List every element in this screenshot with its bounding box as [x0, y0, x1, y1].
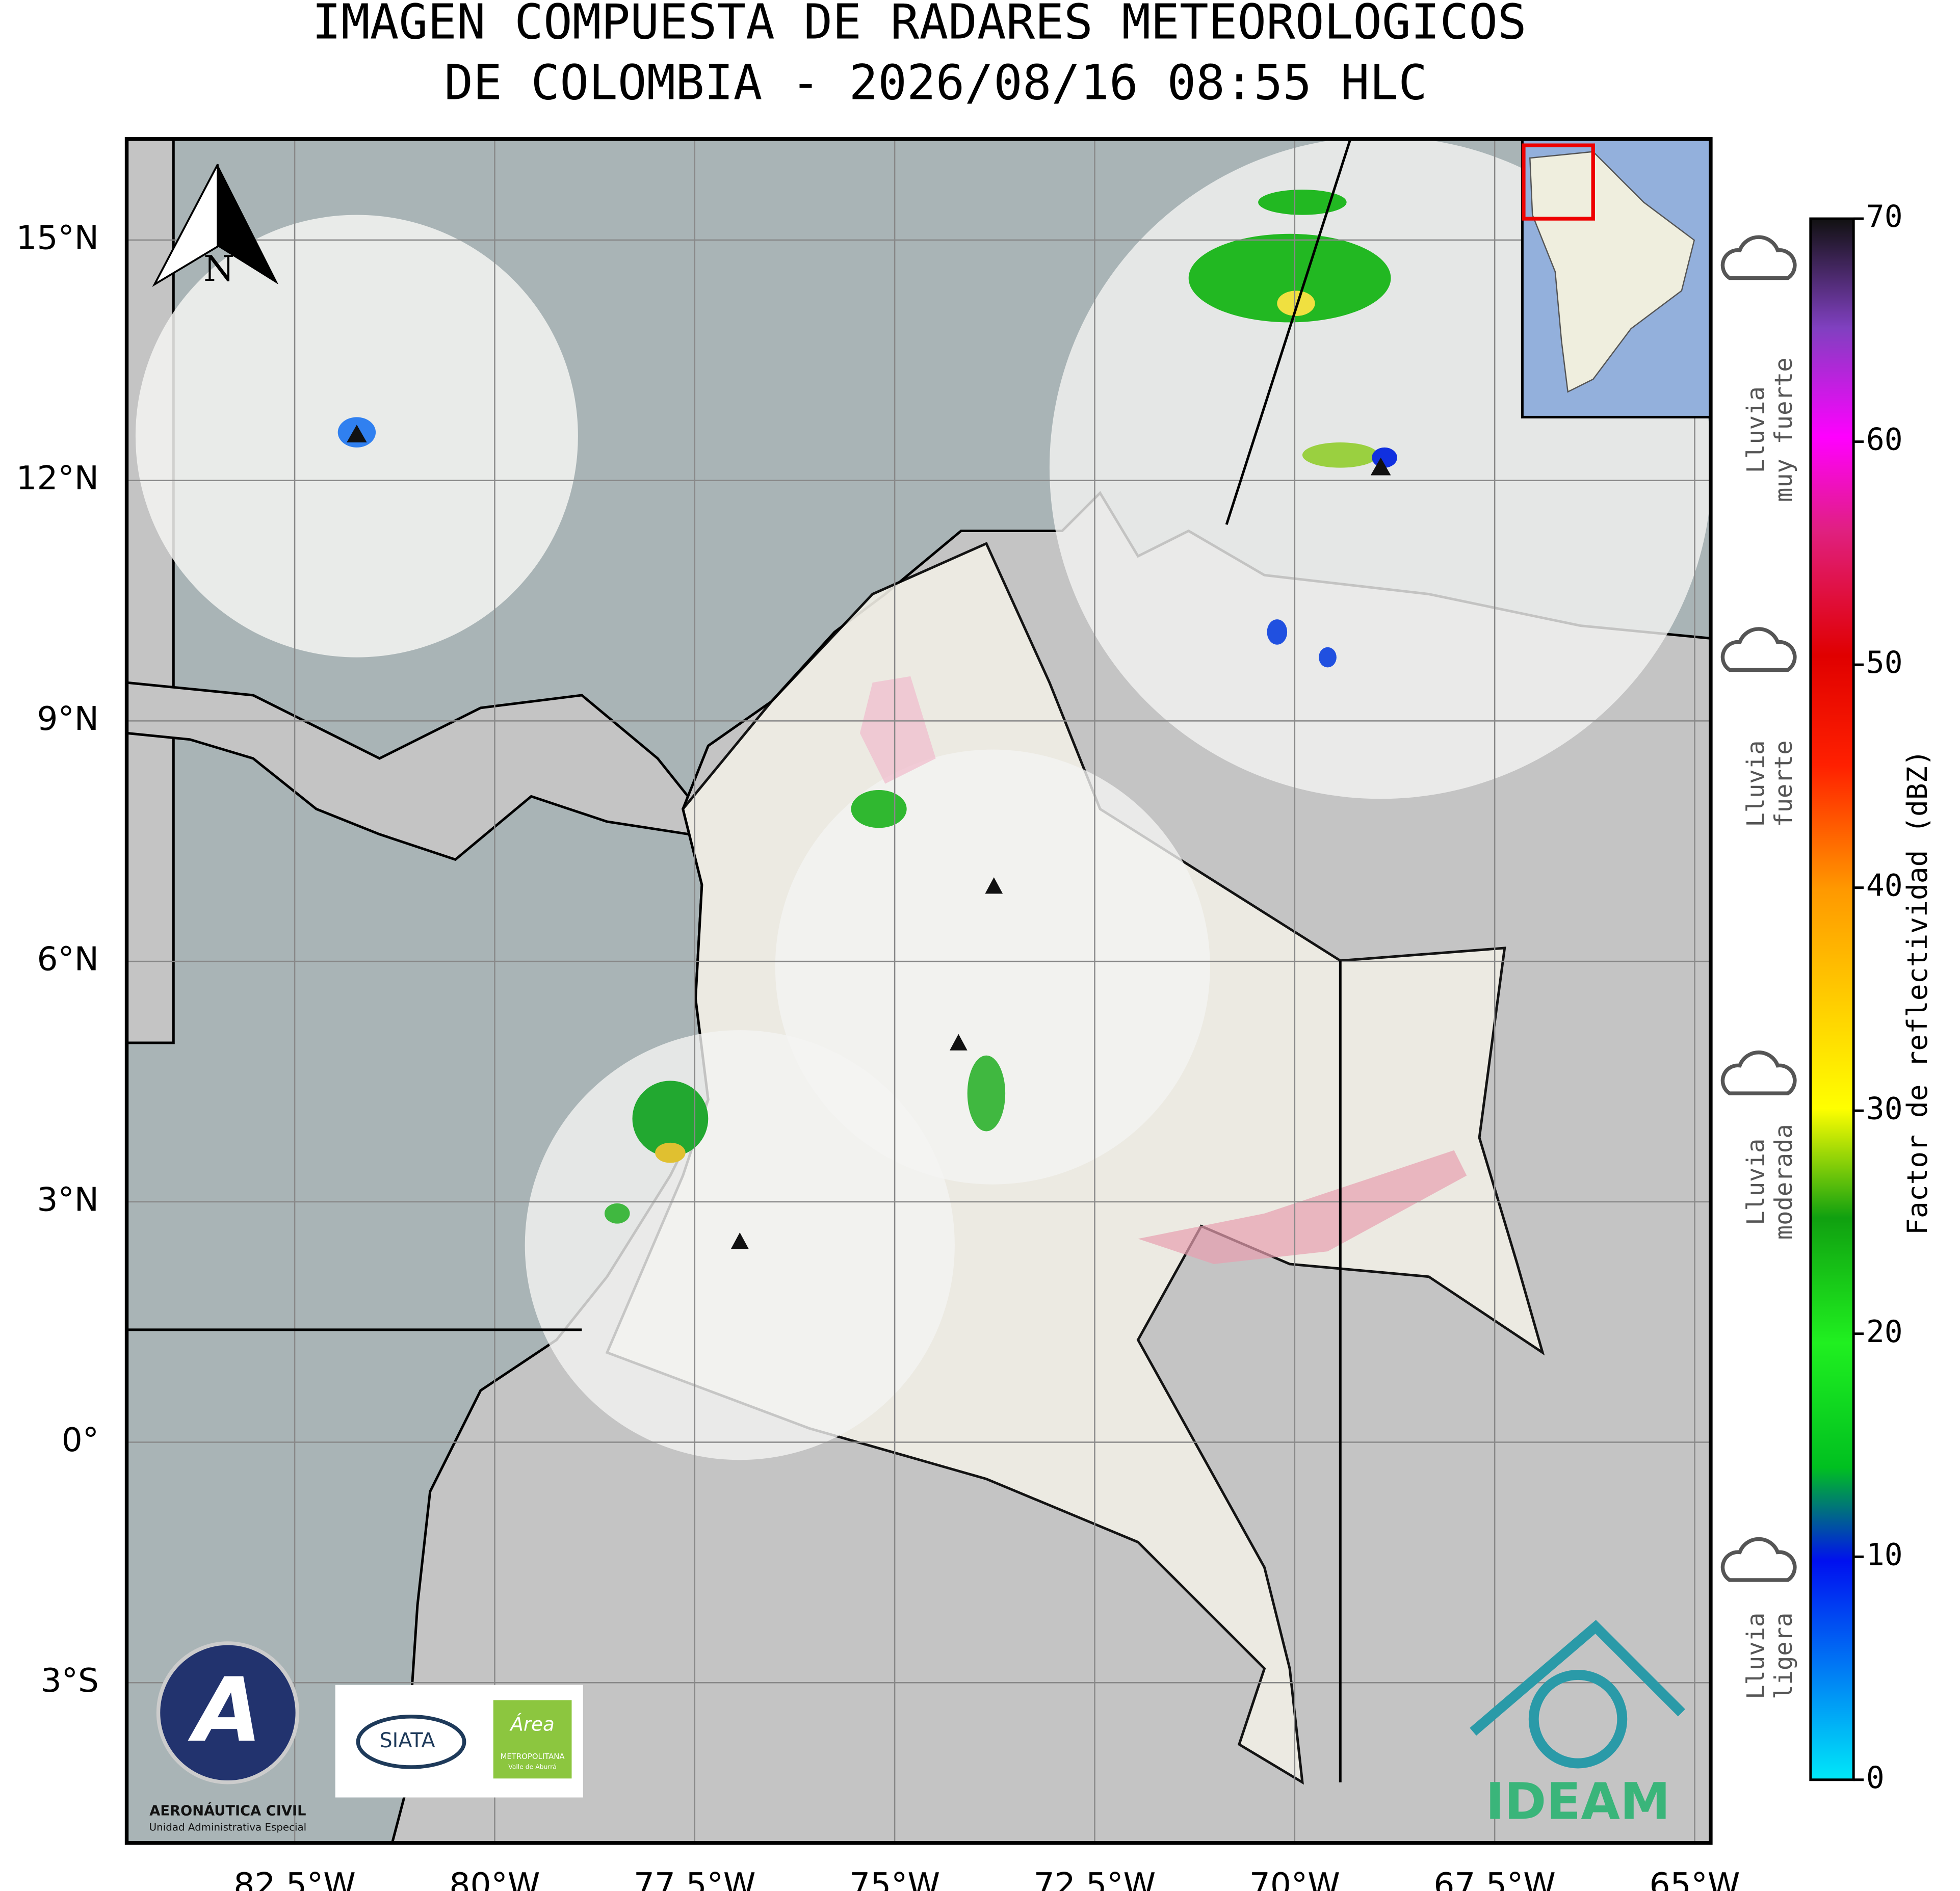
colorbar-tick-label: 30 [1866, 1091, 1903, 1126]
logo-text: IDEAM [1485, 1773, 1670, 1831]
y-tick-label: 12°N [16, 459, 98, 497]
rain-legend-label: Lluvia [1742, 740, 1770, 827]
rain-legend-item: Lluvia fuerte [1720, 627, 1798, 827]
cloud-icon [1720, 1050, 1797, 1095]
radar-sites [347, 425, 1391, 1249]
rain-legend-label: moderada [1770, 1124, 1798, 1240]
rain-legend-label: fuerte [1770, 740, 1798, 827]
map: N A AERONÁUTICA CIVIL Unidad Administrat… [126, 139, 1711, 1843]
rain-legend-label: Lluvia [1742, 1613, 1770, 1699]
logos: A AERONÁUTICA CIVIL Unidad Administrativ… [149, 1620, 1685, 1833]
logo-text: AERONÁUTICA CIVIL [149, 1802, 306, 1819]
svg-text:A: A [188, 1659, 262, 1762]
colorbar-tick-label: 20 [1866, 1315, 1903, 1350]
axes: 82.5°W 80°W 77.5°W 75°W 72.5°W 70°W 67.5°W 65°W… [16, 199, 1902, 1891]
rain-legend-label: Lluvia [1742, 1139, 1770, 1225]
colorbar-tick-label: 50 [1866, 645, 1903, 680]
title-line: IMAGEN COMPUESTA DE RADARES METEOROLOGIC… [312, 0, 1526, 50]
rain-legend-item: Lluvia muy fuerte [1720, 235, 1798, 502]
rain-legend-label: ligera [1770, 1613, 1798, 1699]
zone [1138, 1150, 1467, 1264]
y-tick-label: 3°N [37, 1180, 98, 1219]
colorbar-tick-label: 60 [1866, 423, 1903, 458]
grid [126, 139, 1711, 1843]
borders [126, 139, 1352, 1782]
x-tick-label: 80°W [449, 1866, 540, 1891]
x-tick-label: 82.5°W [233, 1866, 356, 1891]
x-tick-label: 77.5°W [634, 1866, 756, 1891]
y-tick-label: 15°N [16, 219, 98, 257]
logo-text: METROPOLITANA [501, 1752, 565, 1761]
cloud-icon [1720, 235, 1797, 280]
echoes [337, 189, 1397, 1224]
colorbar-tick-label: 40 [1866, 869, 1903, 904]
zone [859, 676, 936, 784]
cloud-icon [1720, 1537, 1797, 1582]
map-frame [124, 137, 1713, 1845]
land [126, 139, 175, 1044]
y-tick-label: 6°N [37, 940, 98, 979]
inset-map [1521, 139, 1711, 418]
colorbar-tick-label: 0 [1866, 1761, 1885, 1796]
x-tick-label: 70°W [1249, 1866, 1340, 1891]
land [126, 681, 700, 861]
radar-coverage [775, 749, 1210, 1185]
north-label: N [203, 249, 234, 290]
logo-text: Área [509, 1713, 554, 1736]
x-tick-label: 67.5°W [1433, 1866, 1556, 1891]
logo-text: Unidad Administrativa Especial [149, 1822, 307, 1833]
logo-text: SIATA [379, 1729, 435, 1752]
colorbar [1809, 217, 1855, 1781]
y-tick-label: 3°S [41, 1662, 99, 1700]
x-tick-label: 65°W [1650, 1866, 1740, 1891]
rain-legend-label: muy fuerte [1770, 357, 1798, 502]
colorbar-label: Factor de reflectividad (dBZ) [1901, 750, 1933, 1235]
logo-text: Valle de Aburrá [508, 1763, 557, 1770]
rain-legend-label: Lluvia [1742, 386, 1770, 473]
y-tick-label: 0° [62, 1421, 99, 1459]
colorbar-tick-label: 70 [1866, 199, 1903, 234]
x-tick-label: 72.5°W [1034, 1866, 1156, 1891]
rain-legend-item: Lluvia moderada [1720, 1050, 1798, 1240]
cloud-icon [1720, 627, 1797, 672]
y-tick-label: 9°N [37, 700, 98, 738]
colorbar-tick-label: 10 [1866, 1537, 1903, 1572]
rain-legend-item: Lluvia ligera [1720, 1537, 1798, 1699]
title-line: DE COLOMBIA - 2026/08/16 08:55 HLC [444, 56, 1427, 111]
x-tick-label: 75°W [849, 1866, 940, 1891]
